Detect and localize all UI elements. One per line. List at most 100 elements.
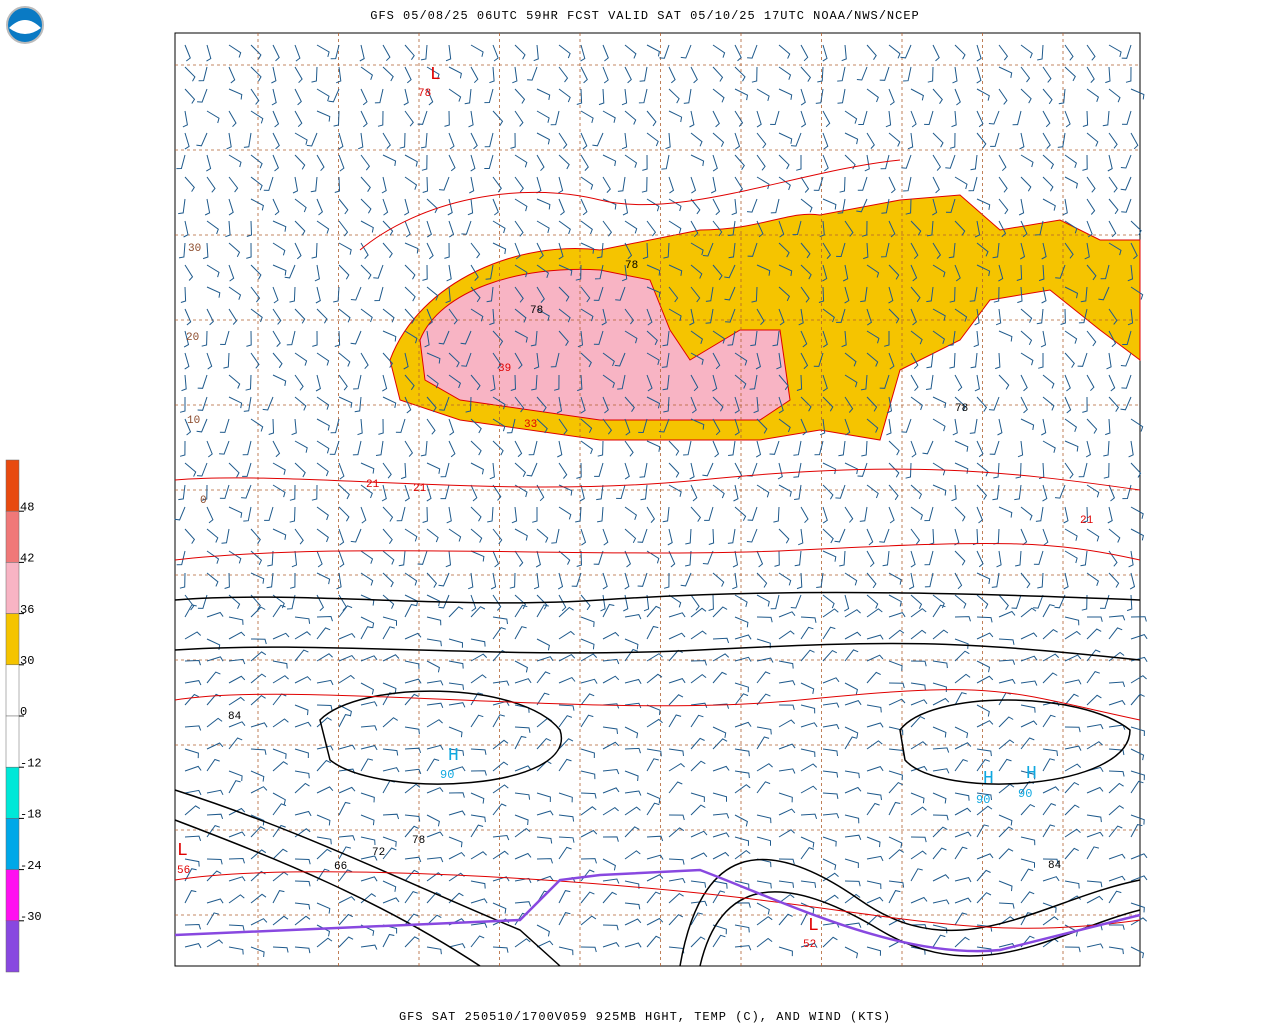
wind-barb	[790, 594, 802, 609]
wind-barb	[998, 66, 1013, 78]
wind-barb	[661, 154, 670, 170]
contour-label: 10	[187, 415, 200, 427]
wind-barb	[597, 506, 604, 523]
wind-barb	[404, 528, 418, 542]
wind-barb	[756, 550, 764, 568]
wind-barb	[998, 154, 1007, 172]
wind-barb	[602, 675, 620, 684]
wind-barb	[734, 506, 747, 521]
wind-barb	[734, 110, 744, 127]
wind-barb	[360, 176, 371, 192]
wind-barb	[228, 154, 242, 168]
wind-barb	[426, 88, 434, 106]
wind-barb	[1042, 876, 1060, 882]
wind-barb	[662, 330, 670, 347]
wind-barb	[338, 154, 345, 172]
wind-barb	[360, 655, 378, 662]
wind-barb	[1042, 786, 1060, 794]
wind-barb	[272, 660, 288, 669]
wind-barb	[334, 176, 341, 193]
wind-barb	[866, 654, 884, 662]
wind-barb	[1020, 720, 1038, 728]
wind-barb	[438, 330, 450, 345]
contour-label: 84	[1048, 860, 1062, 872]
wind-barb	[382, 813, 400, 820]
wind-barb	[778, 768, 796, 774]
wind-barb	[1108, 825, 1123, 838]
wind-barb	[839, 550, 846, 567]
wind-barb	[888, 572, 902, 585]
wind-barb	[778, 264, 793, 276]
wind-barb	[580, 198, 588, 216]
wind-barb	[646, 330, 658, 346]
wind-barb	[360, 682, 374, 695]
wind-barb	[338, 704, 352, 717]
wind-barb	[668, 264, 683, 276]
wind-barb	[514, 330, 528, 343]
wind-barb	[1017, 440, 1024, 458]
wind-barb	[580, 66, 588, 84]
wind-barb	[712, 440, 720, 458]
wind-barb	[662, 506, 670, 523]
wind-barb	[580, 396, 586, 414]
wind-barb	[624, 506, 637, 520]
wind-barb	[1108, 651, 1125, 662]
wind-barb	[844, 700, 862, 706]
wind-barb	[294, 110, 303, 128]
wind-barb	[1042, 902, 1057, 913]
wind-barb	[558, 220, 571, 235]
wind-barb	[1105, 66, 1111, 84]
wind-barb	[399, 132, 406, 149]
wind-barb	[382, 836, 397, 847]
wind-barb	[1128, 550, 1134, 568]
wind-barb	[638, 418, 648, 434]
wind-barb	[668, 612, 686, 618]
wind-barb	[976, 550, 984, 568]
wind-barb	[778, 913, 793, 926]
wind-barb	[536, 924, 550, 937]
wind-barb	[336, 572, 342, 590]
contour-label: 56	[177, 865, 190, 877]
wind-barb	[822, 702, 840, 708]
wind-barb	[976, 506, 984, 524]
wind-barb	[690, 660, 707, 666]
wind-barb	[375, 440, 384, 456]
wind-barb	[174, 506, 186, 521]
low-marker: L	[808, 916, 819, 936]
wind-barb	[910, 608, 927, 618]
wind-barb	[910, 88, 924, 101]
wind-barb	[690, 506, 702, 522]
wind-barb	[837, 88, 846, 104]
wind-barb	[998, 198, 1009, 215]
wind-barb	[557, 572, 564, 590]
wind-barb	[448, 374, 462, 389]
wind-barb	[294, 649, 309, 662]
wind-barb	[910, 506, 923, 520]
wind-barb	[316, 836, 332, 845]
wind-barb	[926, 352, 934, 369]
wind-barb	[1020, 352, 1034, 366]
wind-barb	[440, 484, 450, 500]
wind-barb	[250, 176, 263, 191]
wind-barb	[1042, 916, 1059, 926]
wind-barb	[404, 484, 410, 502]
low-marker: L	[430, 65, 441, 85]
wind-barb	[734, 374, 747, 389]
wind-barb	[201, 330, 208, 347]
wind-barb	[514, 396, 525, 413]
wind-barb	[492, 594, 502, 611]
wind-barb	[822, 308, 835, 323]
wind-barb	[731, 198, 737, 216]
wind-barb	[272, 946, 289, 953]
wind-barb	[204, 198, 211, 216]
wind-barb	[932, 44, 940, 62]
wind-barb	[910, 896, 928, 904]
wind-barb	[228, 894, 245, 904]
wind-barb	[1086, 741, 1103, 750]
wind-barb	[403, 352, 409, 370]
wind-barb	[206, 758, 220, 772]
wind-barb	[945, 154, 956, 169]
wind-barb	[712, 66, 724, 82]
wind-barb	[1064, 528, 1078, 541]
wind-barb	[404, 856, 422, 863]
